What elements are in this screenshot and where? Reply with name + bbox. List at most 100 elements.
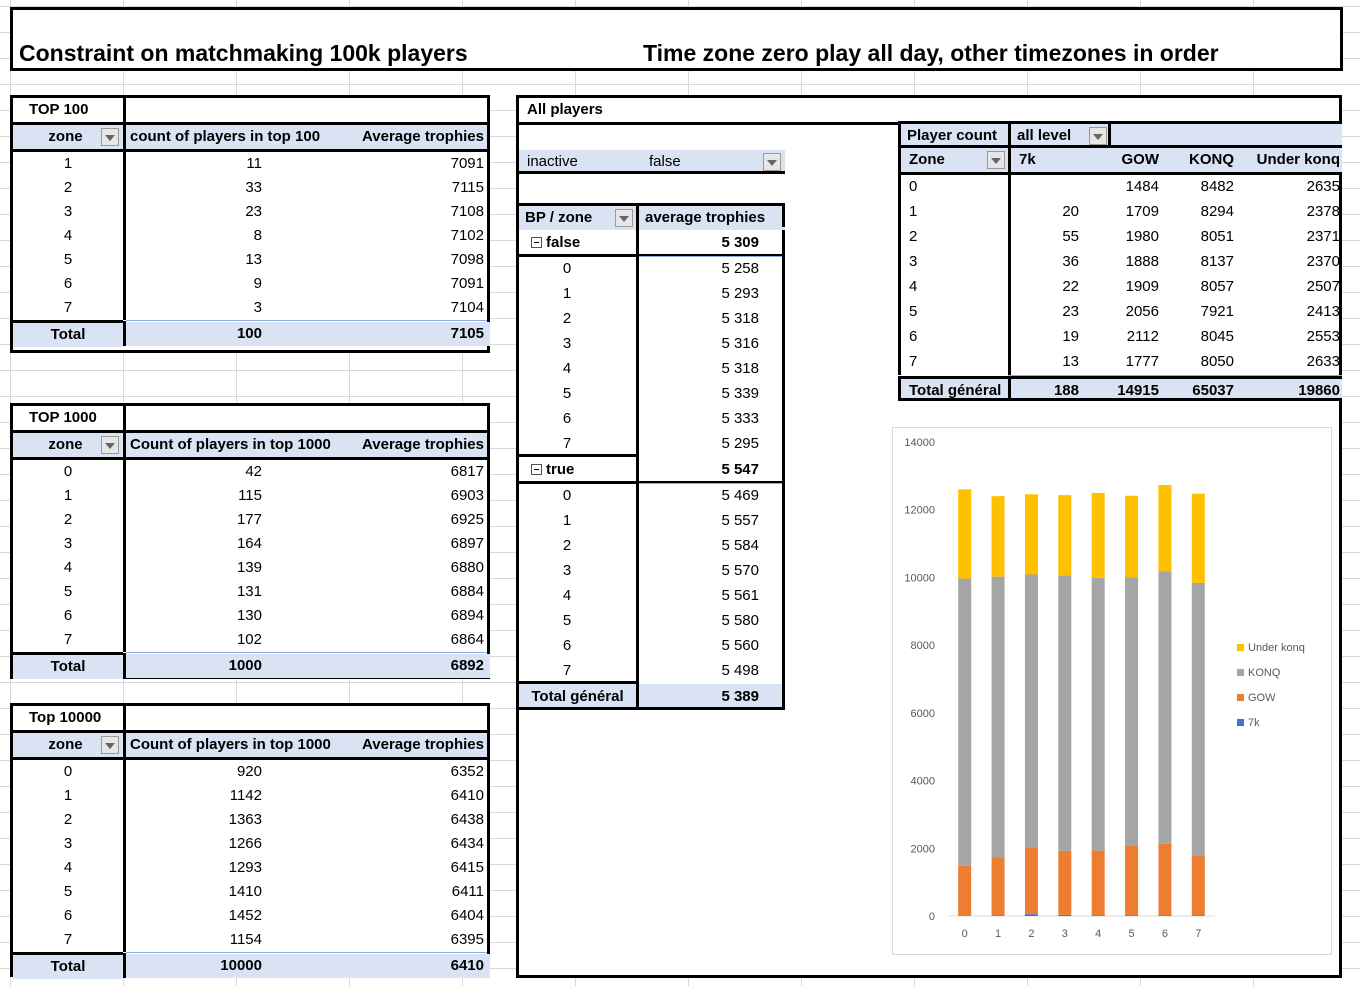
bar-under-konq-zone-1 <box>991 496 1005 577</box>
cell-count: 1293 <box>228 859 262 876</box>
cell-gow: 1888 <box>1125 253 1159 270</box>
table-row: 1 115 6903 <box>13 484 487 508</box>
column-separator <box>782 407 785 432</box>
x-tick-label: 7 <box>1195 928 1201 940</box>
filter-dropdown-icon[interactable] <box>615 209 633 227</box>
y-tick-label: 6000 <box>911 708 935 720</box>
column-separator <box>636 432 639 457</box>
bar-7k-zone-4 <box>1091 915 1105 916</box>
table-row: 5 5 339 <box>519 382 785 407</box>
cell-average: 5 318 <box>721 310 759 327</box>
collapse-icon[interactable] <box>531 237 542 248</box>
filter-value[interactable]: all level <box>1017 127 1072 144</box>
total-count: 10000 <box>126 954 348 978</box>
cell-zone: 1 <box>562 285 572 302</box>
table-row: 0 5 469 <box>519 484 785 509</box>
cell-count: 42 <box>245 463 262 480</box>
cell-average: 5 557 <box>721 512 759 529</box>
table-row: 6 5 560 <box>519 634 785 659</box>
filter-funnel-icon[interactable] <box>763 153 781 171</box>
column-separator <box>782 484 785 509</box>
bar-7k-zone-3 <box>1058 914 1072 916</box>
header-average: Average trophies <box>362 128 484 145</box>
total-konq: 65037 <box>1192 382 1234 399</box>
header-count: count of players in top 100 <box>130 128 321 145</box>
cell-average: 6864 <box>450 631 484 648</box>
column-separator <box>1008 379 1011 398</box>
cell-zone: 5 <box>562 385 572 402</box>
chart-svg: 0 2000 4000 6000 8000 10000 12000 14000 0 1 2 3 4 5 6 7… <box>904 437 1304 940</box>
cell-average: 6395 <box>450 931 484 948</box>
column-separator <box>782 382 785 407</box>
cell-average: 6352 <box>450 763 484 780</box>
cell-under-konq: 2553 <box>1306 328 1340 345</box>
cell-average: 5 584 <box>721 537 759 554</box>
header-7k: 7k <box>1019 151 1036 168</box>
filter-value[interactable]: false <box>649 153 681 170</box>
table-row: 0 1484 8482 2635 <box>898 175 1342 200</box>
column-separator <box>123 580 126 604</box>
cell-average: 7115 <box>451 179 484 196</box>
cell-zone: 6 <box>63 275 73 292</box>
cell-zone: 7 <box>909 353 918 370</box>
table-row: 7 1154 6395 <box>13 928 487 952</box>
table-row: 5 1410 6411 <box>13 880 487 904</box>
collapse-icon[interactable] <box>531 464 542 475</box>
cell-konq: 8051 <box>1200 228 1234 245</box>
cell-konq: 8057 <box>1200 278 1234 295</box>
filter-dropdown-icon[interactable] <box>987 151 1005 169</box>
total-count: 100 <box>126 322 348 346</box>
table-row: 3 1266 6434 <box>13 832 487 856</box>
column-separator <box>782 357 785 382</box>
column-separator <box>636 332 639 357</box>
x-tick-label: 1 <box>995 928 1001 940</box>
column-separator <box>123 532 126 556</box>
filter-dropdown-icon[interactable] <box>1089 127 1107 145</box>
column-separator <box>1108 124 1111 145</box>
row-border <box>13 757 487 760</box>
total-divider <box>1008 375 1342 376</box>
table-row: 7 5 295 <box>519 432 785 457</box>
table-row: 6 9 7091 <box>13 272 487 296</box>
filter-dropdown-icon[interactable] <box>101 436 119 454</box>
cell-gow: 2056 <box>1125 303 1159 320</box>
total-label: Total <box>13 955 123 979</box>
cell-average: 7098 <box>450 251 484 268</box>
column-separator <box>123 604 126 628</box>
cell-zone: 5 <box>909 303 918 320</box>
cell-zone: 7 <box>63 299 73 316</box>
bar-under-konq-zone-2 <box>1024 494 1038 575</box>
column-separator <box>636 559 639 584</box>
column-separator <box>123 224 126 248</box>
column-separator <box>123 953 126 978</box>
column-separator <box>123 784 126 808</box>
cell-under-konq: 2633 <box>1306 353 1340 370</box>
column-separator <box>636 609 639 634</box>
filter-dropdown-icon[interactable] <box>101 128 119 146</box>
cell-average: 7091 <box>450 155 484 172</box>
y-tick-label: 4000 <box>911 776 935 788</box>
pivot-group-row[interactable]: true 5 547 <box>519 457 785 484</box>
bar-konq-zone-5 <box>1125 577 1139 846</box>
bar-konq-zone-6 <box>1158 571 1172 844</box>
table-row: 0 5 258 <box>519 257 785 282</box>
filter-dropdown-icon[interactable] <box>101 736 119 754</box>
cell-zone: 5 <box>63 251 73 268</box>
cell-under-konq: 2507 <box>1306 278 1340 295</box>
header-zone: Zone <box>909 151 945 168</box>
cell-zone: 4 <box>909 278 918 295</box>
pivot-header-row: Zone 7k GOW KONQ Under konq <box>898 148 1342 175</box>
column-separator <box>636 257 639 282</box>
cell-zone: 2 <box>63 179 73 196</box>
cell-zone: 0 <box>63 763 73 780</box>
table-row: 2 5 318 <box>519 307 785 332</box>
column-separator <box>123 176 126 200</box>
column-separator <box>123 880 126 904</box>
table-row: 5 131 6884 <box>13 580 487 604</box>
bar-konq-zone-0 <box>958 578 972 866</box>
table-row: 2 177 6925 <box>13 508 487 532</box>
cell-average: 6411 <box>451 883 484 900</box>
pivot-group-row[interactable]: false 5 309 <box>519 230 785 257</box>
table-row: 0 920 6352 <box>13 760 487 784</box>
cell-gow: 1980 <box>1125 228 1159 245</box>
